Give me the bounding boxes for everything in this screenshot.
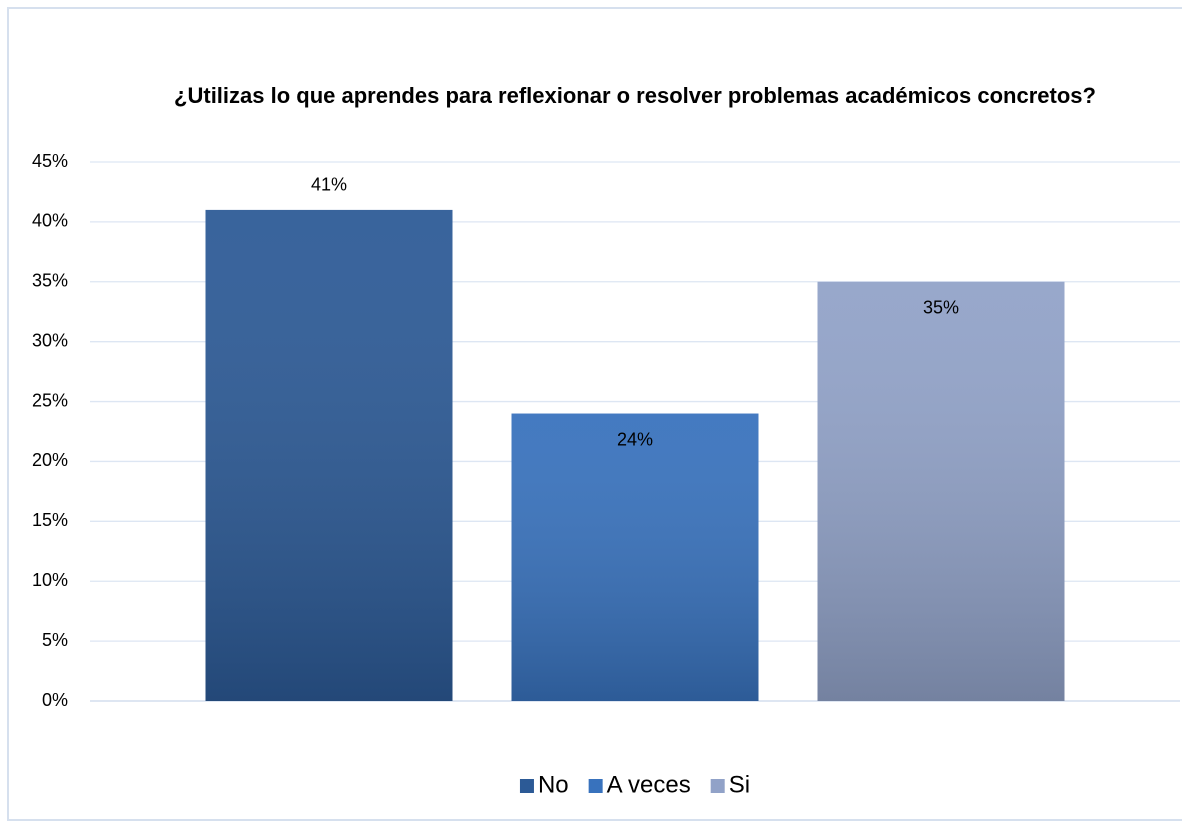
y-tick-label: 20% xyxy=(32,450,68,470)
legend-label: Si xyxy=(729,771,750,798)
legend-swatch xyxy=(588,779,603,793)
y-tick-label: 0% xyxy=(42,690,68,710)
data-label: 35% xyxy=(923,298,959,318)
chart-title-box: ¿Utilizas lo que aprendes para reflexion… xyxy=(90,80,1180,112)
y-tick-label: 10% xyxy=(32,570,68,590)
chart-title: ¿Utilizas lo que aprendes para reflexion… xyxy=(174,83,1096,108)
y-tick-label: 25% xyxy=(32,390,68,410)
legend-swatch xyxy=(519,779,534,793)
legend: No A veces Si xyxy=(519,771,750,798)
y-tick-label: 15% xyxy=(32,510,68,530)
legend-label: A veces xyxy=(607,771,691,798)
legend-swatch xyxy=(710,779,725,793)
chart-frame xyxy=(7,7,1182,821)
y-tick-label: 30% xyxy=(32,330,68,350)
data-label: 41% xyxy=(311,175,347,195)
bar xyxy=(205,209,453,701)
data-label: 24% xyxy=(617,429,653,449)
bar xyxy=(511,413,759,701)
y-tick-label: 35% xyxy=(32,271,68,291)
y-tick-label: 5% xyxy=(42,630,68,650)
y-tick-label: 45% xyxy=(32,151,68,171)
bar xyxy=(817,281,1065,701)
y-tick-label: 40% xyxy=(32,211,68,231)
legend-label: No xyxy=(538,771,569,798)
